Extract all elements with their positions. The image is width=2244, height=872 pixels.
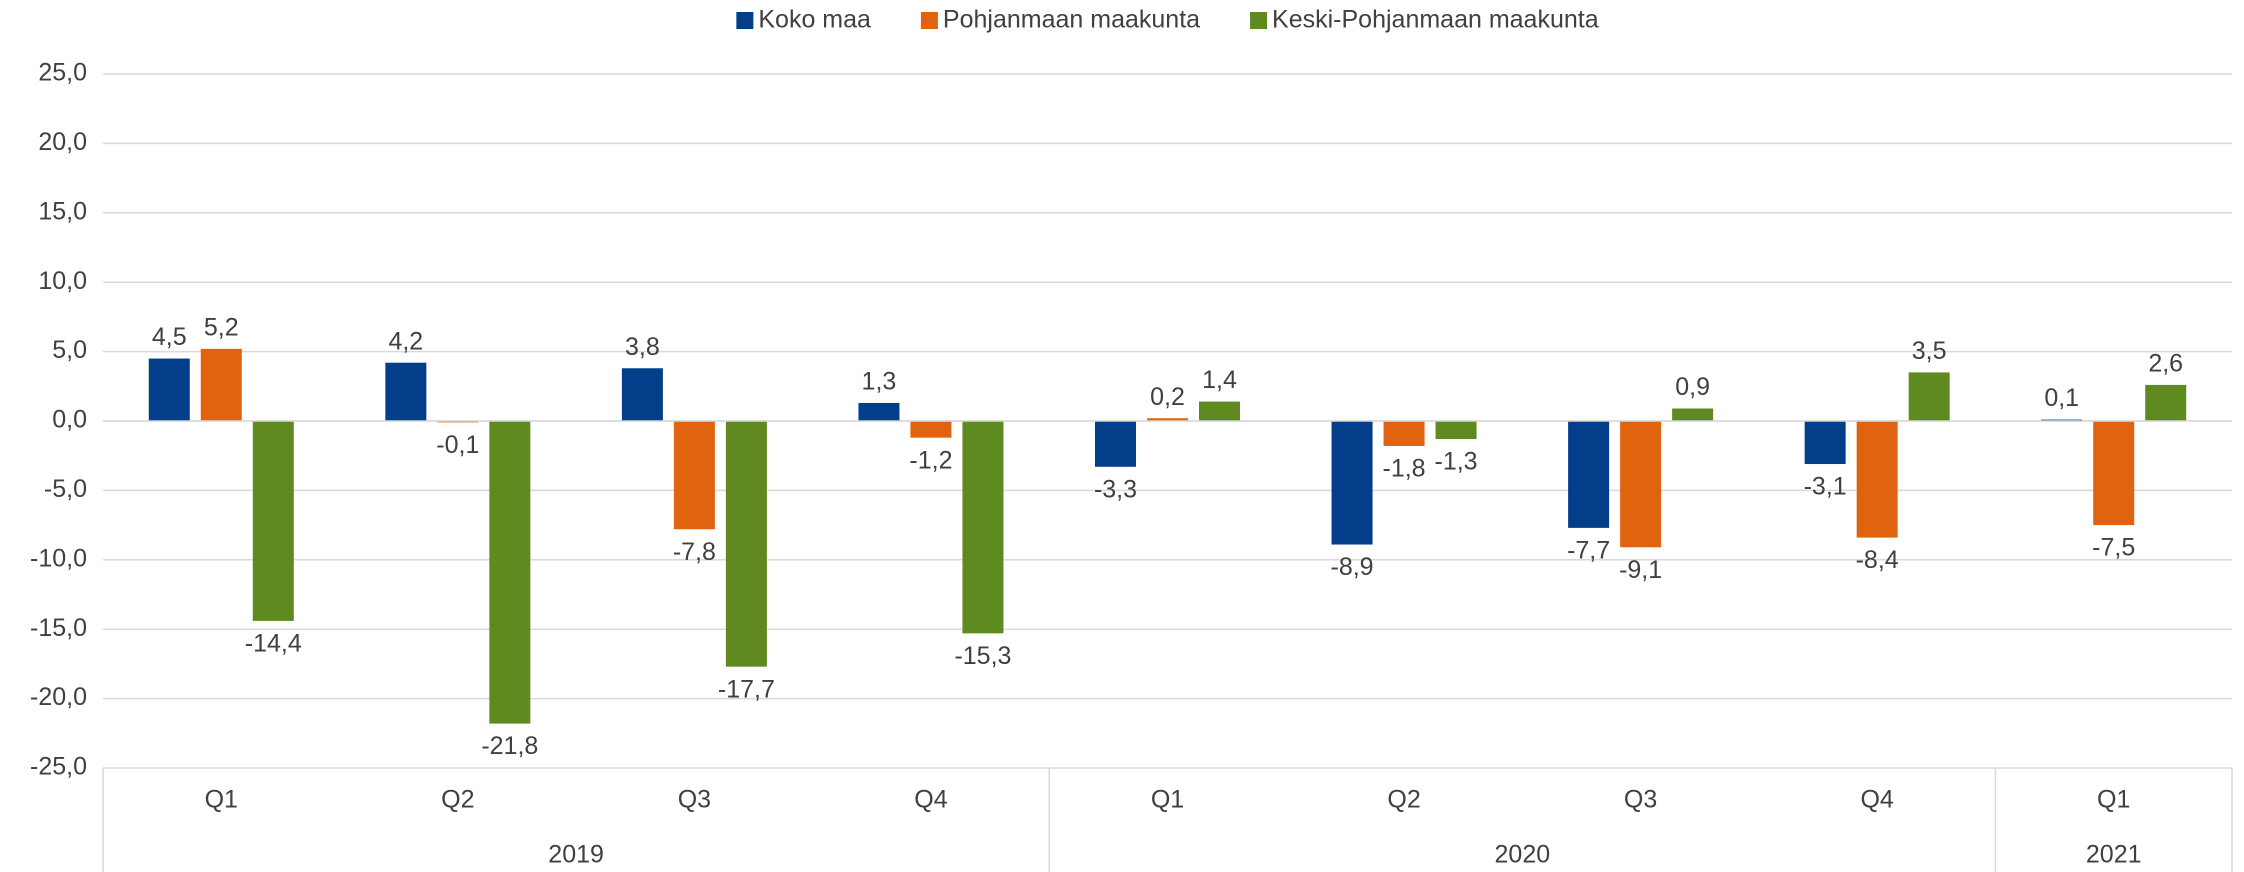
data-label: -8,9 [1331, 553, 1374, 581]
y-tick-label: 25,0 [38, 59, 87, 87]
bar [2093, 421, 2135, 526]
legend-swatch [920, 12, 938, 29]
bar [1568, 421, 1610, 528]
bar [858, 402, 900, 421]
bar [1804, 421, 1846, 465]
data-label: 1,3 [862, 368, 897, 396]
bar [1672, 408, 1714, 421]
y-tick-label: -15,0 [30, 614, 87, 642]
data-label: 2,6 [2148, 350, 2183, 378]
y-tick-label: -5,0 [44, 475, 87, 503]
data-label: -7,5 [2092, 534, 2135, 562]
bar [962, 421, 1004, 634]
x-tick-label: Q1 [2097, 786, 2130, 814]
data-label: -8,4 [1856, 546, 1899, 574]
x-tick-label: Q2 [1387, 786, 1420, 814]
x-tick-label: Q4 [914, 786, 947, 814]
bar [673, 421, 715, 530]
bar [725, 421, 767, 667]
data-label: -15,3 [954, 642, 1011, 670]
data-label: 0,1 [2044, 384, 2079, 412]
x-tick-label: Q1 [1151, 786, 1184, 814]
data-label: 0,9 [1675, 373, 1710, 401]
group-label: 2019 [548, 841, 604, 869]
y-tick-label: -10,0 [30, 544, 87, 572]
bar [1620, 421, 1662, 548]
y-tick-label: 5,0 [52, 336, 87, 364]
bar [489, 421, 531, 724]
y-tick-label: 10,0 [38, 267, 87, 295]
x-tick-label: Q3 [678, 786, 711, 814]
data-label: 4,5 [152, 323, 187, 351]
bar [1435, 421, 1477, 440]
bar [385, 362, 427, 421]
bar [1383, 421, 1425, 446]
bar [910, 421, 952, 438]
data-label: -21,8 [481, 732, 538, 760]
legend-label: Keski-Pohjanmaan maakunta [1272, 6, 1599, 34]
legend-swatch [736, 12, 754, 29]
data-label: -14,4 [245, 629, 302, 657]
y-tick-label: -25,0 [30, 753, 87, 781]
y-tick-label: -20,0 [30, 683, 87, 711]
bar [1908, 372, 1950, 421]
legend-swatch [1250, 12, 1268, 29]
legend-label: Koko maa [758, 6, 871, 34]
x-tick-label: Q1 [205, 786, 238, 814]
data-label: 3,8 [625, 333, 660, 361]
bar [1199, 401, 1240, 421]
x-tick-label: Q2 [441, 786, 474, 814]
y-tick-label: 0,0 [52, 406, 87, 434]
bar [1856, 421, 1898, 538]
bar [1095, 421, 1136, 467]
bar [1147, 418, 1188, 421]
data-label: -7,8 [673, 538, 716, 566]
data-label: 0,2 [1150, 383, 1185, 411]
x-tick-label: Q4 [1860, 786, 1893, 814]
data-label: -17,7 [718, 675, 775, 703]
bar [1331, 421, 1373, 545]
y-tick-label: 15,0 [38, 197, 87, 225]
data-label: -9,1 [1619, 556, 1662, 584]
data-label: -1,8 [1383, 455, 1426, 483]
data-label: -1,3 [1435, 448, 1478, 476]
bar [148, 358, 190, 421]
data-label: -3,3 [1094, 475, 1137, 503]
legend-label: Pohjanmaan maakunta [943, 6, 1200, 34]
data-label: 3,5 [1912, 337, 1947, 365]
data-label: 5,2 [204, 313, 239, 341]
bar [2145, 384, 2187, 421]
data-label: -7,7 [1567, 536, 1610, 564]
bar [252, 421, 294, 621]
data-label: 1,4 [1202, 366, 1237, 394]
data-label: -1,2 [909, 446, 952, 474]
data-label: -0,1 [436, 431, 479, 459]
bar [200, 348, 242, 421]
bar [621, 368, 663, 421]
y-tick-label: 20,0 [38, 128, 87, 156]
data-label: 4,2 [388, 327, 423, 355]
x-tick-label: Q3 [1624, 786, 1657, 814]
group-label: 2020 [1495, 841, 1551, 869]
group-label: 2021 [2086, 841, 2142, 869]
data-label: -3,1 [1804, 473, 1847, 501]
